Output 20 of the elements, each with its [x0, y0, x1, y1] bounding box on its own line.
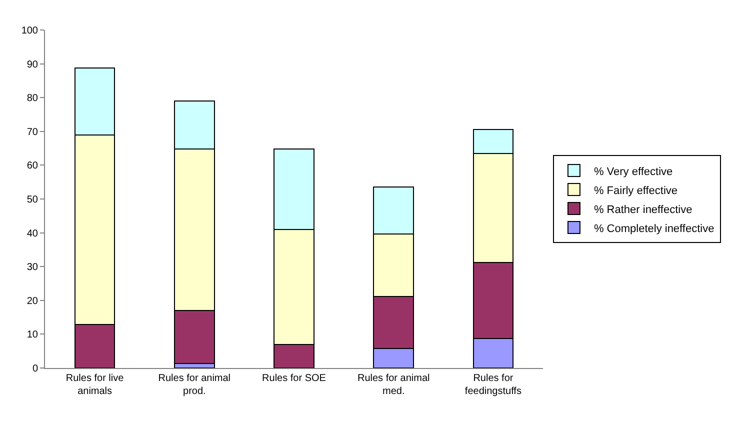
y-tick-label: 70: [26, 126, 38, 138]
y-tick-label: 90: [26, 59, 38, 70]
y-tick-label: 40: [26, 228, 38, 240]
legend-label: % Fairly effective: [594, 184, 678, 197]
y-tick-label: 30: [26, 262, 38, 274]
y-tick-label: 100: [21, 26, 38, 36]
y-tick-label: 50: [26, 194, 38, 206]
y-tick-label: 10: [26, 330, 38, 341]
x-tick-label: Rules for animal med.: [357, 373, 430, 397]
legend-label: % Completely ineffective: [594, 222, 714, 235]
y-tick-label: 60: [26, 160, 38, 172]
y-tick-label: 20: [26, 296, 38, 307]
x-tick-label: Rules for SOE: [262, 373, 326, 384]
legend-label: % Rather ineffective: [594, 204, 692, 216]
x-tick-label: Rules for feedingstuffs: [464, 373, 522, 397]
legend-label: % Very effective: [594, 166, 673, 178]
x-tick-label: Rules for live animals: [66, 373, 124, 397]
x-tick-label: Rules for animal prod.: [158, 373, 231, 397]
y-tick-label: 80: [26, 93, 38, 104]
y-tick-label: 0: [32, 364, 38, 374]
